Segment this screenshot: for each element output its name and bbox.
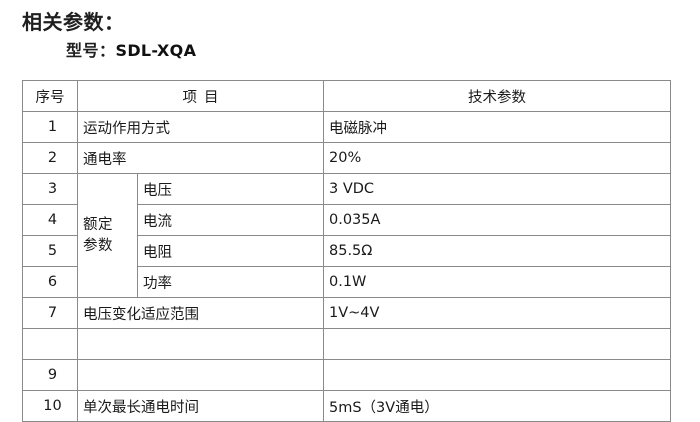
cell-no: 2: [22, 142, 78, 174]
header-technical-parameter: 技术参数: [323, 80, 671, 112]
cell-item: 运动作用方式: [77, 111, 324, 143]
cell-no: 3: [22, 173, 78, 205]
page-title: 相关参数：: [22, 10, 125, 34]
cell-item: 电压变化适应范围: [77, 297, 324, 329]
table-row: 1 运动作用方式 电磁脉冲: [22, 111, 671, 143]
header-item-char-1: 项: [182, 89, 198, 106]
model-value: SDL-XQA: [115, 41, 197, 60]
cell-spec: 20%: [323, 142, 671, 174]
model-label: 型号：: [66, 41, 116, 60]
cell-item: [77, 359, 324, 391]
table-row: 4 电流 0.035A: [22, 204, 671, 236]
table-row: 10 单次最长通电时间 5mS（3V通电）: [22, 390, 671, 422]
table-row: [22, 328, 671, 360]
cell-no: 4: [22, 204, 78, 236]
table-header-row: 序号 项目 技术参数: [22, 80, 671, 112]
cell-no: 6: [22, 266, 78, 298]
cell-no: 7: [22, 297, 78, 329]
cell-spec: 0.1W: [323, 266, 671, 298]
rated-parameters-line-2: 参数: [83, 237, 113, 254]
cell-spec: 电磁脉冲: [323, 111, 671, 143]
cell-item: [77, 328, 324, 360]
table-row: 2 通电率 20%: [22, 142, 671, 174]
cell-spec: [323, 359, 671, 391]
cell-sub-item: 电阻: [137, 235, 324, 267]
table-row: 9: [22, 359, 671, 391]
header-item-char-2: 目: [204, 89, 219, 106]
cell-item: 单次最长通电时间: [77, 390, 324, 422]
model-line: 型号：SDL-XQA: [66, 41, 196, 61]
cell-item: 通电率: [77, 142, 324, 174]
cell-spec: 3 VDC: [323, 173, 671, 205]
table-row: 5 电阻 85.5Ω: [22, 235, 671, 267]
cell-no: 5: [22, 235, 78, 267]
cell-item-rated-parameters: 额定 参数: [77, 173, 138, 298]
cell-spec: [323, 328, 671, 360]
cell-no: 9: [22, 359, 78, 391]
cell-sub-item: 电压: [137, 173, 324, 205]
specification-table: 序号 项目 技术参数 1 运动作用方式 电磁脉冲 2 通电率 20% 3 额定 …: [22, 80, 671, 422]
cell-spec: 0.035A: [323, 204, 671, 236]
header-item: 项目: [77, 80, 324, 112]
cell-no: [22, 328, 78, 360]
table-row: 7 电压变化适应范围 1V~4V: [22, 297, 671, 329]
cell-sub-item: 电流: [137, 204, 324, 236]
cell-no: 1: [22, 111, 78, 143]
rated-parameters-line-1: 额定: [83, 216, 113, 233]
table-row: 3 额定 参数 电压 3 VDC: [22, 173, 671, 298]
cell-no: 10: [22, 390, 78, 422]
cell-sub-item: 功率: [137, 266, 324, 298]
cell-spec: 5mS（3V通电）: [323, 390, 671, 422]
header-sequence-number: 序号: [22, 80, 78, 112]
cell-spec: 85.5Ω: [323, 235, 671, 267]
cell-spec: 1V~4V: [323, 297, 671, 329]
